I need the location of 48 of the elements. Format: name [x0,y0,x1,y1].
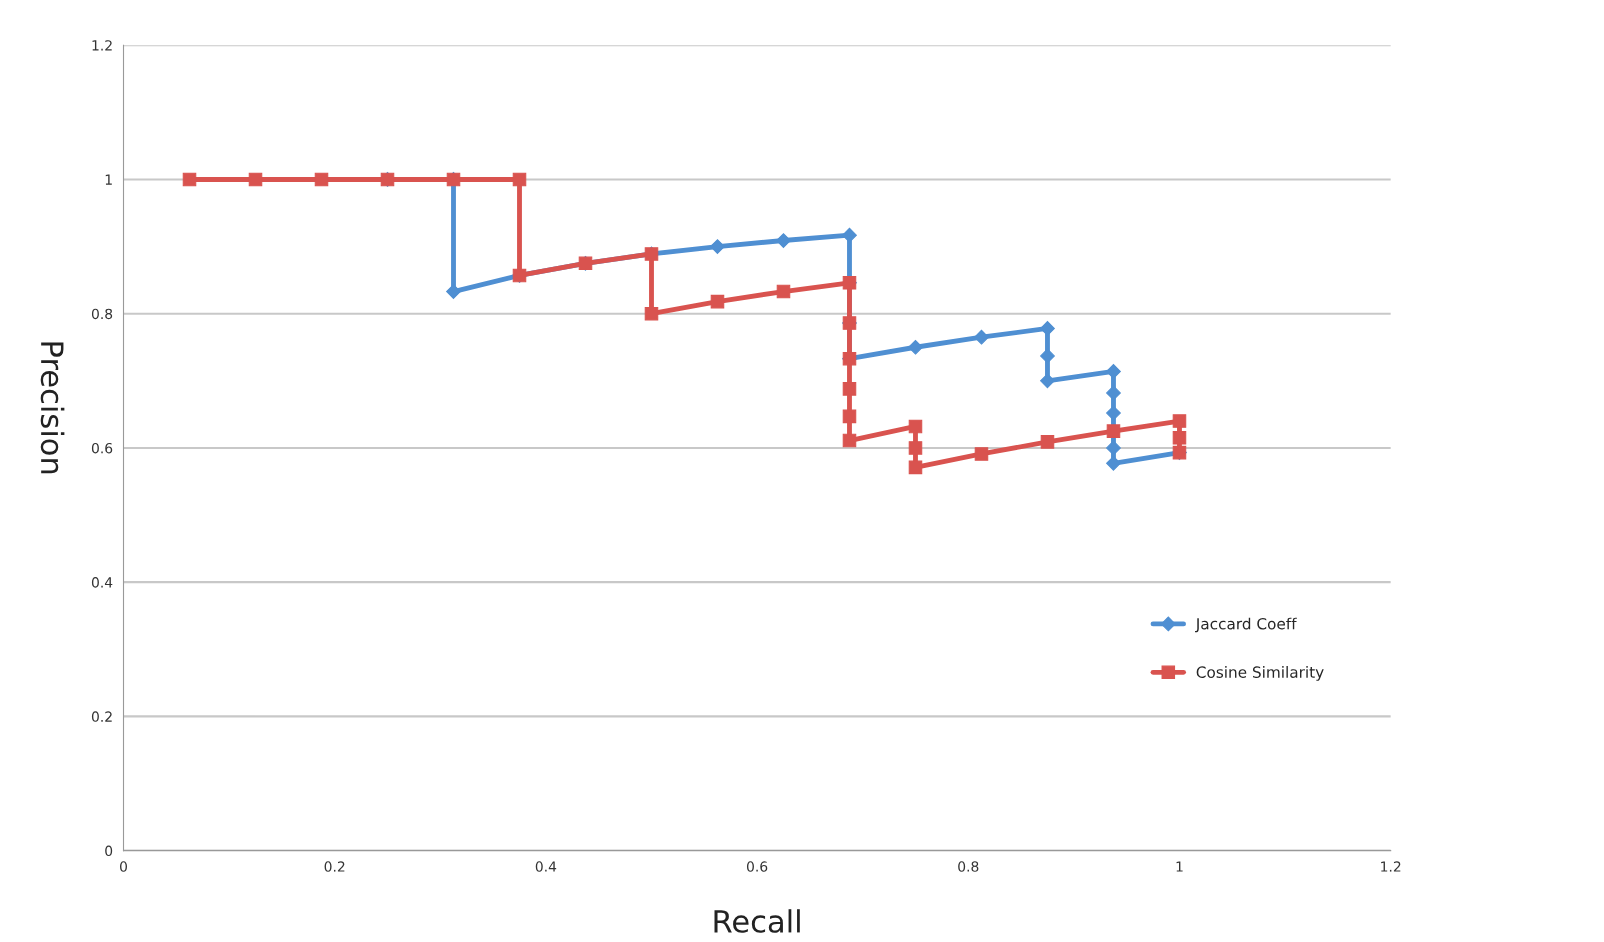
point [908,339,923,355]
x-tick-label: 0.4 [535,861,557,872]
point [908,419,923,434]
legend-label: Jaccard Coeff [1195,617,1297,633]
point [1040,348,1055,364]
point [974,329,989,345]
point [710,239,725,254]
point [1106,440,1121,456]
point [512,172,527,187]
point [1106,385,1121,401]
point [908,441,923,455]
point [1106,364,1121,379]
x-tick-label: 0.2 [324,861,345,872]
point [908,460,923,475]
point [842,382,857,396]
x-axis-title: Recall [714,909,800,933]
point [842,433,857,448]
y-tick-label: 0 [105,845,113,857]
point [710,294,725,309]
x-tick-label: 0.6 [746,861,768,872]
y-axis-title: Precision [40,342,65,474]
point [1040,373,1055,389]
point [1106,405,1121,421]
point [842,227,857,243]
point [644,306,659,321]
y-tick-label: 0.8 [91,308,113,320]
point [182,172,197,187]
y-tick-label: 0.6 [91,442,113,454]
x-tick-label: 0 [120,861,127,872]
y-tick-label: 0.2 [91,711,112,722]
point [842,409,857,424]
point [776,233,791,248]
point [1040,321,1055,336]
point [974,447,989,461]
legend-label: Cosine Similarity [1196,666,1324,681]
point [1040,435,1055,449]
point [1172,431,1187,445]
x-tick-label: 1.2 [1381,861,1401,872]
point [446,284,461,299]
y-tick-label: 1 [105,174,112,185]
point [1172,414,1187,428]
y-tick-label: 1.2 [92,40,112,51]
y-tick-label: 0.4 [91,577,113,588]
x-tick-label: 1 [1176,861,1183,872]
x-tick-label: 0.8 [958,861,979,872]
point [248,172,263,187]
point [314,172,329,187]
point [776,284,791,299]
